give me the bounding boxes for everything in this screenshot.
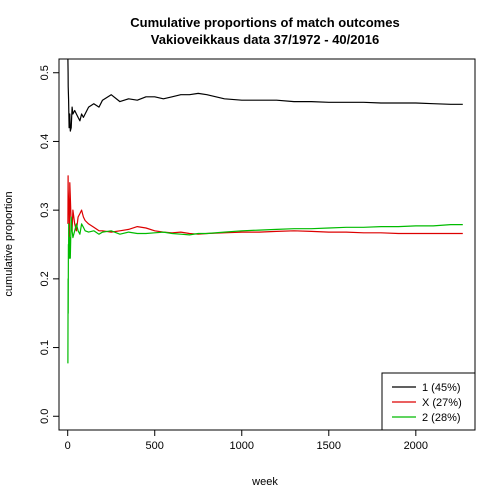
plot-frame [58,58,476,431]
legend: 1 (45%) X (27%) 2 (28%) [381,372,476,431]
legend-label: X (27%) [422,397,462,409]
x-tick-label: 0 [65,440,71,452]
y-axis-label: cumulative proportion [3,191,15,296]
series-lines [67,58,463,364]
y-tick-label: 0.1 [39,340,51,355]
y-tick-label: 0.0 [39,409,51,424]
series-line-1 [67,58,463,132]
x-axis: 0 500 1000 1500 2000 [65,430,428,452]
y-tick-label: 0.2 [39,271,51,286]
y-tick-label: 0.3 [39,202,51,217]
x-axis-label: week [251,476,278,488]
chart-subtitle: Vakioveikkaus data 37/1972 - 40/2016 [151,32,379,47]
x-tick-label: 1000 [230,440,254,452]
series-line-3 [67,216,463,364]
x-tick-label: 1500 [317,440,341,452]
y-tick-label: 0.5 [39,65,51,80]
y-axis: 0.0 0.1 0.2 0.3 0.4 0.5 [39,65,59,424]
legend-label: 1 (45%) [422,382,461,394]
chart-title: Cumulative proportions of match outcomes [130,15,399,30]
y-tick-label: 0.4 [39,134,51,149]
x-tick-label: 500 [146,440,164,452]
legend-label: 2 (28%) [422,412,461,424]
series-line-2 [67,175,463,239]
x-tick-label: 2000 [404,440,428,452]
